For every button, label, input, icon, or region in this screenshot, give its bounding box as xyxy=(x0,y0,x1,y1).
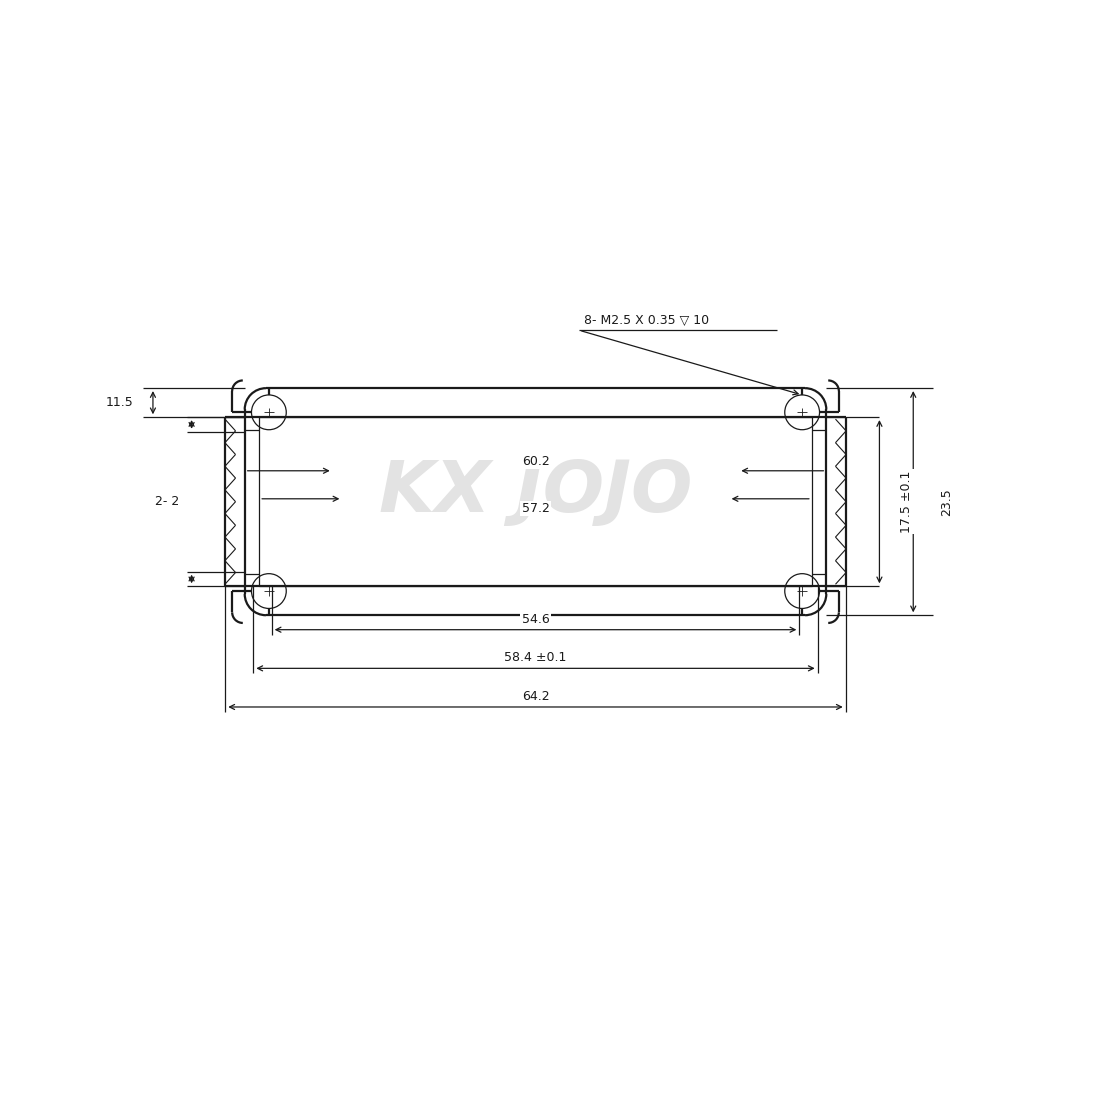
Text: 17.5 ±0.1: 17.5 ±0.1 xyxy=(900,471,913,532)
Text: 60.2: 60.2 xyxy=(521,454,549,467)
Text: 64.2: 64.2 xyxy=(521,690,549,703)
Text: 58.4 ±0.1: 58.4 ±0.1 xyxy=(504,651,566,664)
Text: 54.6: 54.6 xyxy=(521,613,549,626)
Text: 11.5: 11.5 xyxy=(106,396,133,409)
Text: 2- 2: 2- 2 xyxy=(155,495,179,508)
Text: 8- M2.5 X 0.35 ▽ 10: 8- M2.5 X 0.35 ▽ 10 xyxy=(584,315,708,327)
Text: KX JOJO: KX JOJO xyxy=(378,458,692,527)
Text: 23.5: 23.5 xyxy=(940,487,954,516)
Text: 57.2: 57.2 xyxy=(521,502,549,515)
